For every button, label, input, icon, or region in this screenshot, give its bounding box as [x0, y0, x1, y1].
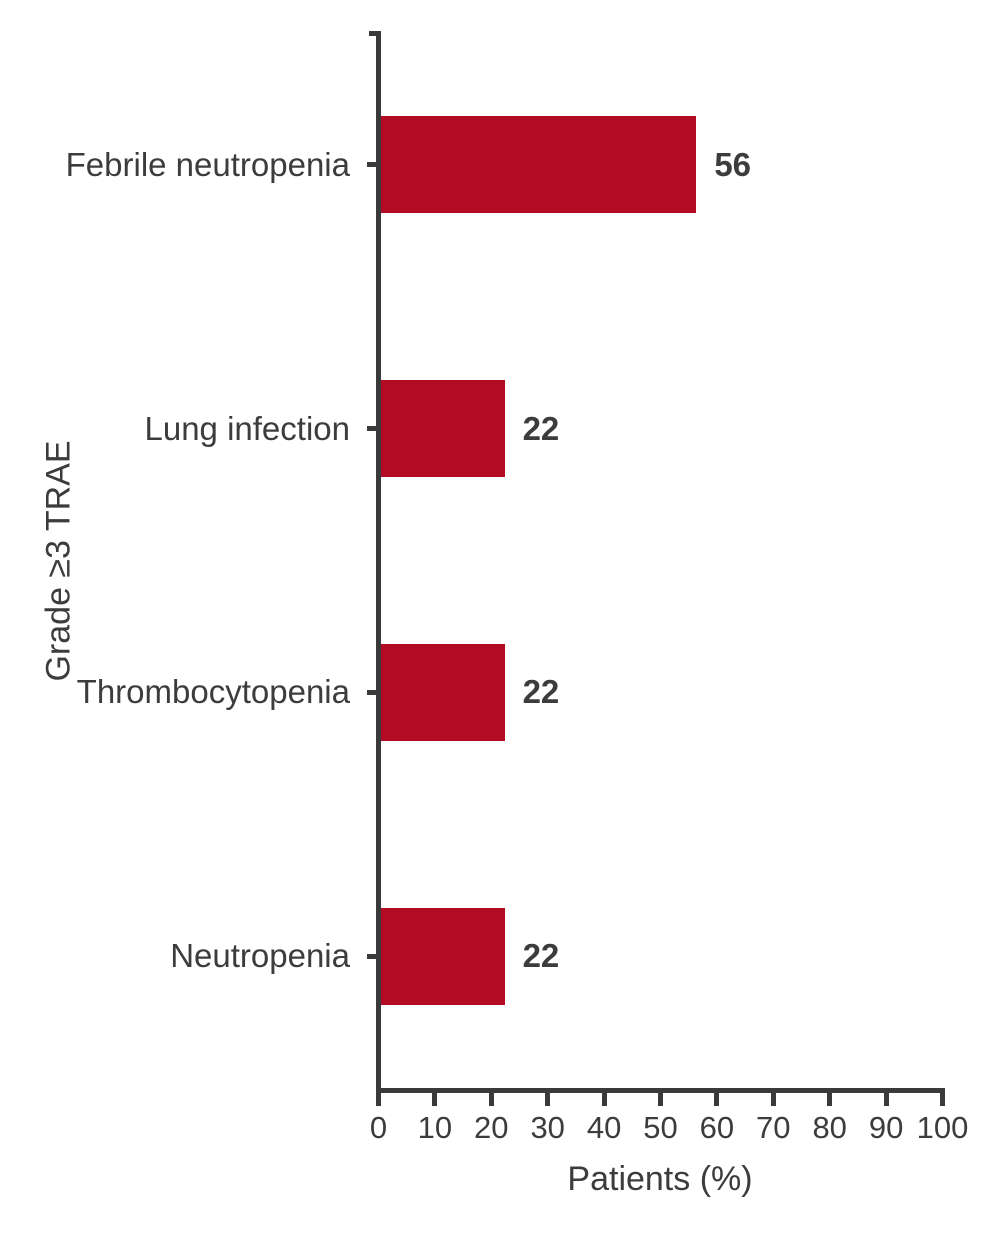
- category-label-febrile-neutropenia: Febrile neutropenia: [65, 145, 350, 183]
- category-label-neutropenia: Neutropenia: [170, 937, 350, 975]
- x-tick-70: [770, 1088, 776, 1106]
- x-tick-label-20: 20: [474, 1110, 509, 1145]
- x-tick-label-0: 0: [369, 1110, 388, 1145]
- x-tick-label-30: 30: [530, 1110, 565, 1145]
- y-axis-line: [376, 31, 381, 1093]
- value-label-febrile-neutropenia: 56: [714, 145, 752, 183]
- value-label-lung-infection: 22: [522, 409, 560, 447]
- value-label-thrombocytopenia: 22: [522, 673, 560, 711]
- x-axis-line: [376, 1088, 943, 1093]
- x-tick-20: [488, 1088, 494, 1106]
- x-tick-label-50: 50: [643, 1110, 678, 1145]
- x-tick-label-40: 40: [586, 1110, 622, 1145]
- x-tick-30: [545, 1088, 551, 1106]
- y-tick-lung-infection: [367, 426, 378, 432]
- x-tick-10: [432, 1088, 438, 1106]
- bar-thrombocytopenia: [380, 643, 505, 741]
- y-axis-title: Grade ≥3 TRAE: [39, 440, 78, 682]
- x-axis-title: Patients (%): [567, 1160, 753, 1198]
- x-tick-label-60: 60: [699, 1110, 735, 1145]
- y-tick-neutropenia: [367, 953, 378, 959]
- y-tick-thrombocytopenia: [367, 689, 378, 695]
- bar-lung-infection: [380, 380, 505, 478]
- x-tick-label-10: 10: [417, 1110, 453, 1145]
- x-tick-80: [827, 1088, 833, 1106]
- x-tick-label-100: 100: [916, 1110, 969, 1145]
- x-tick-0: [376, 1088, 381, 1106]
- x-tick-label-90: 90: [868, 1110, 904, 1145]
- x-tick-100: [940, 1088, 945, 1106]
- x-tick-50: [658, 1088, 663, 1106]
- x-tick-label-80: 80: [812, 1110, 847, 1145]
- x-tick-label-70: 70: [756, 1110, 791, 1145]
- category-label-lung-infection: Lung infection: [144, 409, 351, 447]
- value-label-neutropenia: 22: [522, 937, 560, 975]
- y-tick-febrile-neutropenia: [367, 162, 378, 168]
- x-tick-90: [883, 1088, 889, 1106]
- bar-neutropenia: [380, 907, 505, 1005]
- y-axis-end-tick: [369, 31, 381, 36]
- x-tick-40: [601, 1088, 607, 1106]
- bar-febrile-neutropenia: [380, 116, 697, 214]
- x-tick-60: [714, 1088, 720, 1106]
- category-label-thrombocytopenia: Thrombocytopenia: [76, 673, 350, 711]
